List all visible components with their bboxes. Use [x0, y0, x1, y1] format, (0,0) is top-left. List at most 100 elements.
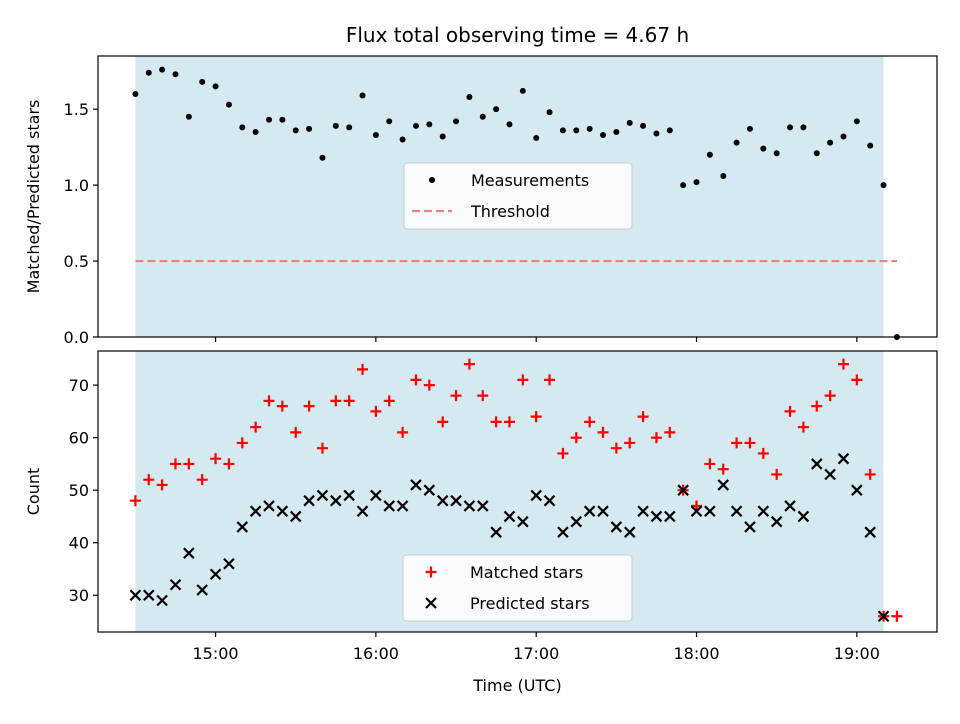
- predicted-star-point: [717, 479, 730, 491]
- matched-star-point: [437, 416, 449, 428]
- measurement-point: [239, 124, 246, 131]
- measurement-point: [332, 122, 339, 129]
- measurement-point: [613, 128, 620, 135]
- matched-star-point: [450, 390, 462, 402]
- predicted-star-point: [330, 494, 342, 507]
- y-tick-label: 0.0: [64, 328, 89, 347]
- predicted-star-point: [183, 547, 195, 559]
- matched-star-point: [210, 453, 222, 465]
- y-tick-label: 30: [69, 586, 89, 605]
- axes-frame: [97, 55, 938, 338]
- measurement-point: [546, 109, 553, 116]
- predicted-star-point: [303, 494, 315, 507]
- measurement-point: [399, 136, 406, 143]
- measurement-point: [853, 118, 860, 125]
- predicted-star-point: [744, 521, 756, 533]
- legend-predicted-swatch: [425, 597, 437, 609]
- matched-star-point: [303, 400, 315, 412]
- predicted-star-point: [223, 557, 235, 570]
- x-tick-label: 18:00: [673, 644, 719, 663]
- matched-star-point: [731, 437, 743, 449]
- matched-star-point: [370, 405, 382, 417]
- matched-star-point: [797, 421, 809, 433]
- count-panel: 30 40 50 60 70 15:00 16:00 17:00 18:00 19:00 Count…: [24, 350, 938, 695]
- predicted-star-point: [503, 510, 516, 523]
- matched-star-point: [343, 395, 355, 407]
- matched-star-point: [704, 458, 716, 470]
- predicted-star-point: [730, 505, 743, 517]
- predicted-star-point: [156, 594, 168, 607]
- predicted-star-point: [396, 500, 409, 512]
- y-tick-label: 0.5: [64, 252, 89, 271]
- predicted-star-point: [236, 521, 249, 533]
- measurement-point: [506, 121, 513, 128]
- predicted-star-point: [690, 505, 703, 517]
- x-axis-label: Time (UTC): [472, 676, 561, 695]
- matched-star-point: [757, 447, 769, 459]
- matched-star-point: [276, 400, 288, 412]
- measurement-point: [319, 154, 326, 161]
- measurement-point: [359, 92, 366, 99]
- measurement-point: [519, 87, 526, 94]
- matched-star-point: [477, 390, 489, 402]
- measurement-point: [640, 122, 647, 129]
- legend-label: Threshold: [470, 202, 550, 221]
- matched-star-point: [423, 379, 435, 391]
- legend-matched-swatch: [425, 566, 437, 578]
- legend: Matched stars Predicted stars: [402, 554, 633, 622]
- predicted-star-point: [142, 589, 155, 602]
- measurement-point: [720, 172, 727, 179]
- predicted-star-point: [343, 489, 355, 502]
- measurement-point: [626, 119, 633, 126]
- matched-star-point: [503, 416, 515, 428]
- matched-star-point: [610, 442, 622, 454]
- matched-star-point: [851, 374, 863, 386]
- matched-star-point: [316, 442, 328, 454]
- matched-star-point: [169, 458, 181, 470]
- matched-star-point: [463, 358, 475, 370]
- matched-star-point: [584, 416, 596, 428]
- predicted-star-point: [450, 494, 462, 507]
- predicted-star-point: [797, 510, 810, 523]
- matched-star-point: [717, 463, 729, 475]
- measurement-point: [693, 179, 700, 186]
- measurement-point: [573, 127, 580, 134]
- measurement-point: [386, 118, 393, 125]
- predicted-star-point: [597, 505, 609, 517]
- measurement-point: [199, 78, 206, 85]
- matched-star-point: [383, 395, 395, 407]
- y-axis-label: Matched/Predicted stars: [24, 100, 43, 294]
- legend-measurement-swatch: [429, 177, 435, 183]
- matched-star-point: [784, 405, 796, 417]
- predicted-star-point: [851, 484, 863, 496]
- predicted-star-point: [623, 526, 636, 538]
- predicted-star-point: [530, 489, 542, 502]
- measurement-point: [559, 127, 566, 134]
- measurement-point: [733, 139, 740, 146]
- predicted-star-point: [476, 500, 489, 512]
- matched-star-point: [557, 447, 569, 459]
- predicted-star-point: [677, 484, 689, 496]
- predicted-star-point: [557, 526, 569, 538]
- predicted-star-point: [289, 510, 302, 523]
- predicted-star-point: [784, 500, 796, 512]
- matched-star-point: [143, 474, 155, 486]
- measurement-point: [252, 128, 259, 135]
- predicted-star-point: [423, 484, 436, 496]
- predicted-star-point: [637, 505, 649, 517]
- predicted-star-point: [570, 515, 583, 528]
- legend-box: [403, 162, 633, 230]
- predicted-star-point: [276, 505, 289, 517]
- matched-star-point: [290, 426, 302, 438]
- predicted-star-point: [490, 526, 502, 538]
- predicted-star-point: [517, 515, 529, 528]
- matched-star-point: [330, 395, 342, 407]
- measurement-point: [132, 90, 139, 97]
- matched-star-point: [263, 395, 275, 407]
- measurement-point: [279, 116, 286, 123]
- matched-star-point: [236, 437, 248, 449]
- matched-star-point: [664, 426, 676, 438]
- predicted-star-point: [770, 515, 783, 528]
- predicted-star-point: [824, 468, 836, 481]
